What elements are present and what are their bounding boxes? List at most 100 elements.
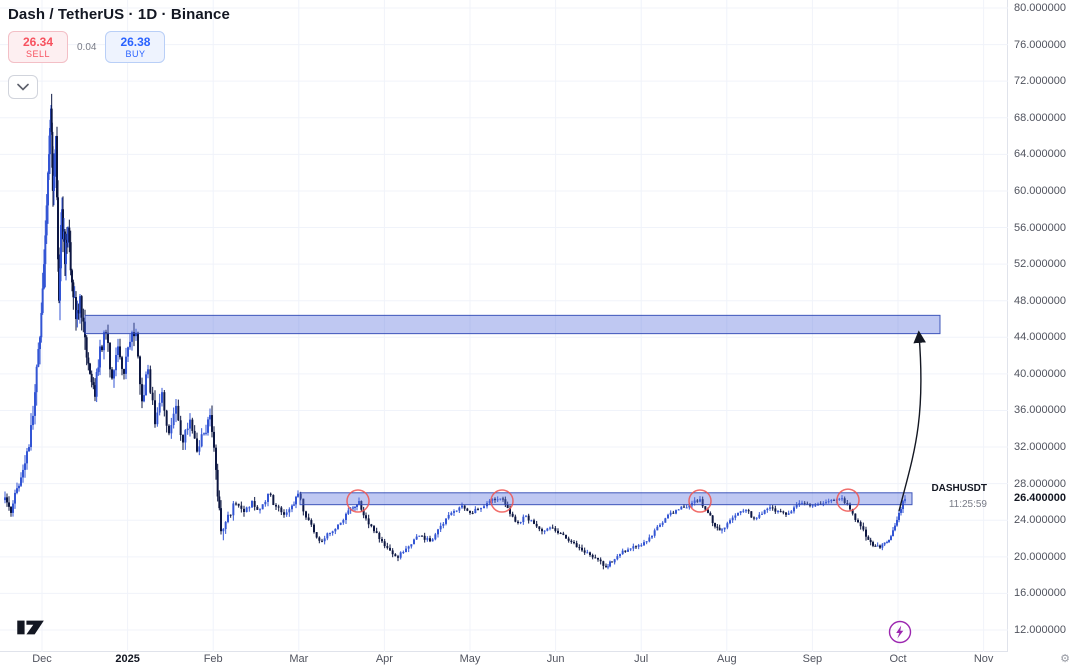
tradingview-logo[interactable] — [14, 616, 48, 643]
candle-body — [323, 538, 326, 542]
candle-body — [434, 534, 437, 540]
price-tick-label: 12.000000 — [1014, 624, 1066, 636]
candle-countdown-timer: 11:25:59 — [948, 499, 987, 511]
buy-button[interactable]: 26.38 BUY — [105, 31, 166, 63]
zone-touch-circle[interactable] — [490, 489, 514, 513]
zone-touch-circle[interactable] — [346, 489, 370, 513]
price-tick-label: 80.000000 — [1014, 2, 1066, 14]
candle-body — [721, 529, 723, 531]
candle-body — [177, 405, 180, 421]
candle-body — [581, 547, 583, 551]
candle-body — [469, 510, 471, 513]
candle-body — [345, 513, 347, 521]
candle-body — [48, 154, 50, 173]
candle-body — [22, 469, 24, 478]
chart-plot-area[interactable]: Dash / TetherUS · 1D · Binance 26.34 SEL… — [0, 0, 1008, 652]
chevron-down-icon — [17, 83, 29, 91]
candle-body — [803, 502, 806, 504]
candle-body — [546, 528, 549, 531]
time-tick-label: Jul — [634, 653, 649, 665]
gear-icon[interactable]: ⚙ — [1060, 653, 1070, 665]
candle-body — [624, 550, 627, 552]
candle-body — [827, 501, 830, 503]
resistance-zone-lower[interactable] — [299, 492, 913, 506]
candle-body — [621, 550, 624, 555]
candle-body — [466, 508, 469, 511]
candle-body — [163, 392, 166, 411]
candle-body — [898, 512, 900, 520]
spread-value: 0.04 — [77, 41, 97, 53]
candle-body — [643, 542, 645, 546]
candle-body — [841, 498, 843, 500]
candle-body — [54, 156, 56, 176]
candle-body — [326, 533, 329, 539]
candle-body — [790, 511, 793, 514]
candle-body — [745, 510, 747, 512]
candle-body — [758, 514, 761, 518]
candle-body — [437, 529, 439, 535]
candle-body — [115, 354, 117, 371]
candle-body — [410, 544, 413, 547]
zone-touch-circle[interactable] — [688, 489, 712, 513]
candle-body — [243, 508, 245, 513]
candle-body — [45, 205, 48, 236]
candle-body — [714, 523, 716, 527]
candle-body — [189, 419, 191, 429]
sell-button[interactable]: 26.34 SELL — [8, 31, 68, 63]
candle-body — [77, 310, 80, 314]
candle-body — [849, 503, 851, 510]
candle-body — [35, 366, 38, 393]
candle-body — [872, 542, 874, 546]
candle-body — [283, 512, 285, 515]
candle-body — [50, 108, 53, 132]
candle-body — [220, 508, 222, 532]
symbol-watermark-label: DASHUSDT — [931, 483, 987, 495]
candle-body — [51, 131, 54, 168]
candle-body — [557, 530, 559, 534]
candle-body — [854, 513, 857, 520]
candle-body — [704, 506, 707, 510]
candle-body — [216, 469, 219, 497]
candle-body — [60, 224, 62, 269]
candle-body — [530, 520, 533, 522]
candle-body — [881, 544, 884, 548]
breakout-arrow[interactable] — [898, 330, 926, 512]
candle-body — [747, 510, 750, 512]
candle-body — [656, 526, 659, 531]
candle-body — [6, 497, 8, 503]
candle-body — [570, 540, 573, 543]
candle-body — [421, 535, 423, 537]
time-axis[interactable]: Dec 2025 Feb Mar Apr May Jun Jul Aug Sep Oct Nov — [0, 653, 1008, 667]
supply-zone-upper[interactable] — [84, 314, 941, 335]
time-tick-label: May — [459, 653, 481, 665]
candle-body — [900, 509, 902, 513]
candle-body — [629, 548, 632, 550]
candle-body — [111, 369, 113, 379]
time-tick-label: Oct — [889, 653, 907, 665]
candle-body — [218, 496, 221, 509]
candle-body — [876, 545, 879, 547]
candle-body — [267, 493, 269, 502]
candle-body — [347, 510, 350, 514]
candle-body — [389, 547, 391, 551]
candle-body — [26, 451, 28, 464]
candle-body — [20, 477, 22, 486]
candle-body — [578, 547, 581, 549]
candle-body — [543, 530, 546, 532]
candle-body — [356, 504, 358, 507]
candle-body — [471, 512, 474, 514]
candle-body — [637, 545, 640, 547]
candle-body — [883, 542, 886, 545]
candle-body — [224, 521, 227, 530]
price-axis[interactable]: 80.000000 76.000000 72.000000 68.000000 64.0… — [1009, 0, 1076, 652]
chart-canvas[interactable] — [0, 0, 1008, 652]
candle-body — [310, 520, 313, 525]
price-tick-label: 20.000000 — [1014, 550, 1066, 563]
candle-body — [739, 511, 742, 513]
toolbar-collapse-button[interactable] — [8, 75, 38, 99]
candle-body — [68, 227, 71, 243]
lightning-button[interactable] — [888, 620, 912, 644]
zone-touch-circle[interactable] — [836, 488, 860, 512]
candle-body — [632, 546, 635, 549]
